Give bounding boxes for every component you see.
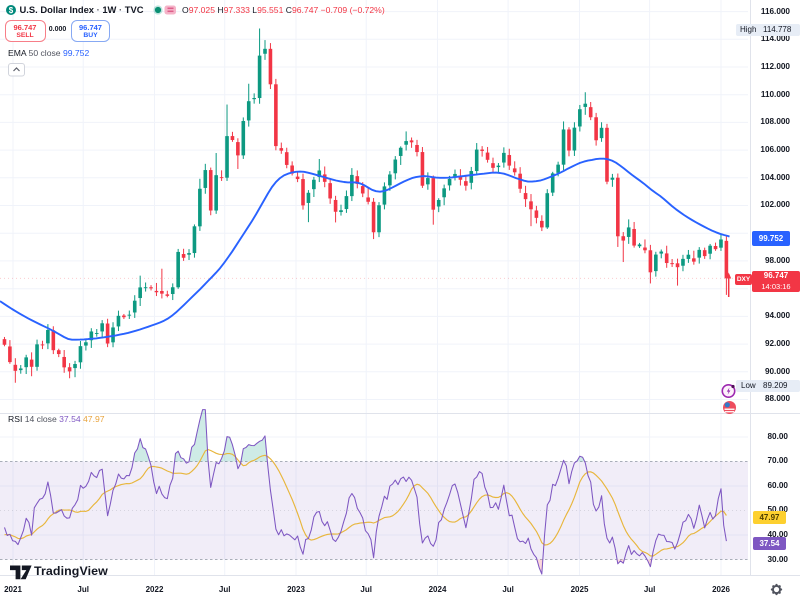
svg-text:$: $: [9, 6, 14, 15]
